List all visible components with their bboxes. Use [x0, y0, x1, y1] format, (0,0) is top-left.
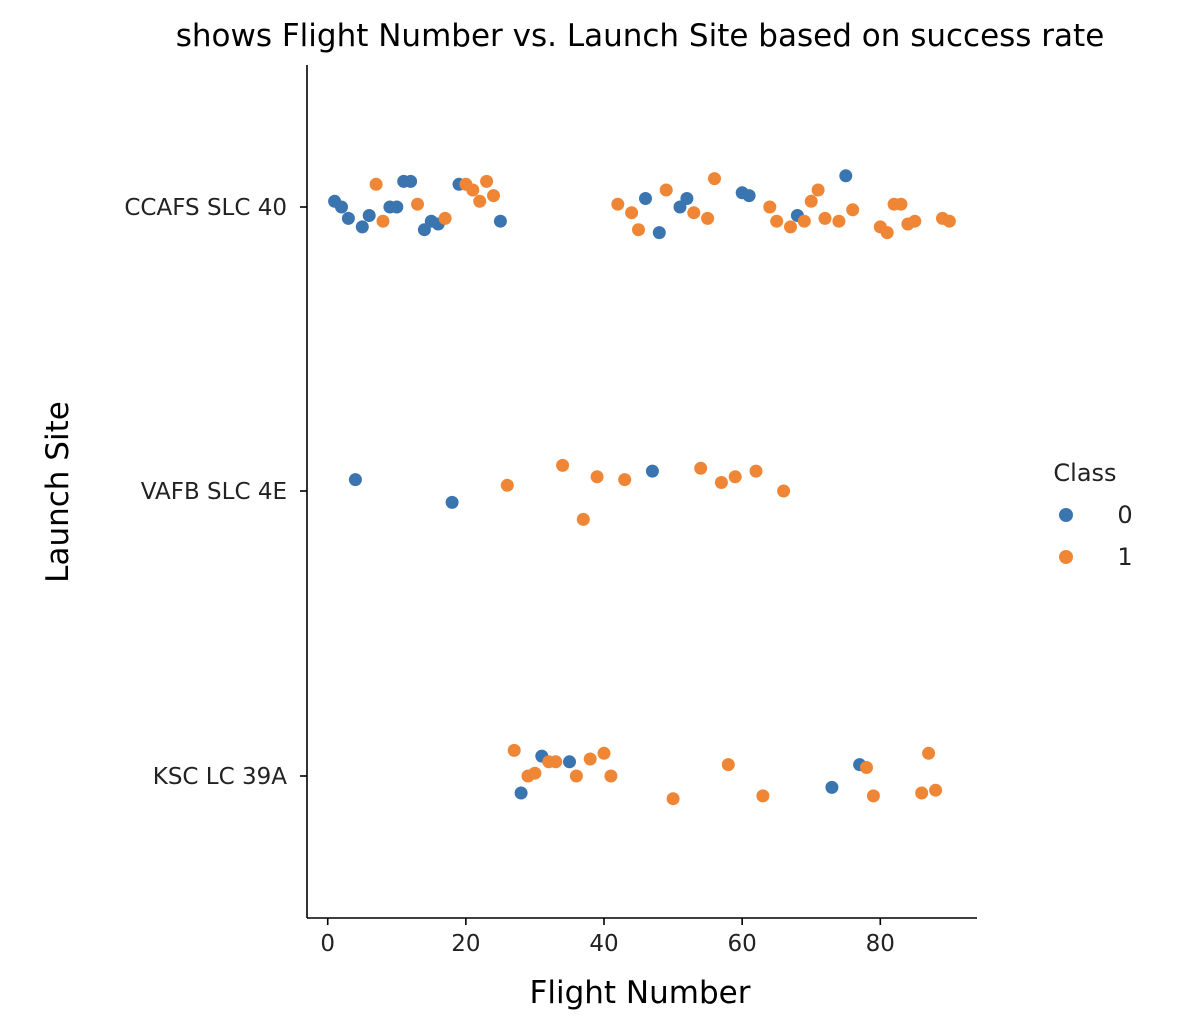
data-point-class-1	[714, 476, 728, 489]
data-point-class-1	[438, 211, 452, 225]
data-point-class-1	[549, 755, 563, 769]
legend: Class 0 1	[1053, 459, 1132, 571]
data-point-class-1	[784, 220, 797, 234]
data-point-class-1	[942, 214, 956, 228]
x-tick-label: 80	[866, 931, 895, 957]
data-point-class-0	[404, 174, 418, 188]
data-points	[328, 169, 956, 806]
data-point-class-1	[763, 200, 777, 214]
data-point-class-1	[770, 214, 784, 228]
data-point-class-1	[846, 203, 860, 217]
data-point-class-1	[597, 746, 611, 760]
data-point-class-1	[487, 189, 500, 203]
data-point-class-1	[625, 206, 639, 220]
data-point-class-1	[922, 746, 936, 760]
data-point-class-1	[411, 197, 424, 211]
data-point-class-1	[915, 786, 929, 800]
legend-title: Class	[1053, 459, 1116, 487]
data-point-class-0	[348, 473, 362, 487]
data-point-class-1	[908, 214, 922, 228]
data-point-class-0	[652, 226, 666, 240]
data-point-class-1	[804, 194, 818, 208]
data-point-class-0	[839, 169, 853, 183]
data-point-class-1	[687, 206, 701, 220]
legend-label-class-1: 1	[1117, 543, 1132, 571]
data-point-class-0	[362, 209, 376, 222]
data-point-class-1	[466, 183, 480, 197]
data-point-class-1	[708, 172, 721, 186]
data-point-class-1	[583, 752, 597, 766]
data-point-class-1	[728, 470, 742, 484]
data-point-class-1	[666, 792, 680, 806]
data-point-class-1	[721, 758, 735, 772]
data-point-class-1	[500, 478, 514, 492]
data-point-class-1	[694, 461, 708, 475]
data-point-class-1	[556, 458, 570, 472]
data-point-class-0	[825, 780, 839, 794]
data-point-class-1	[507, 743, 521, 757]
data-point-class-1	[604, 769, 618, 783]
data-point-class-1	[480, 174, 494, 188]
x-tick-label: 40	[589, 931, 618, 957]
y-tick-label: VAFB SLC 4E	[141, 479, 287, 505]
legend-marker-class-1	[1059, 550, 1073, 564]
data-point-class-1	[866, 789, 880, 803]
y-axis-ticks: CCAFS SLC 40 VAFB SLC 4E KSC LC 39A	[124, 195, 307, 790]
chart-title: shows Flight Number vs. Launch Site base…	[176, 18, 1105, 54]
data-point-class-0	[355, 220, 369, 234]
data-point-class-1	[818, 211, 832, 225]
data-point-class-1	[611, 197, 625, 211]
x-axis-label: Flight Number	[530, 975, 751, 1011]
data-point-class-1	[590, 470, 604, 484]
data-point-class-1	[929, 783, 943, 797]
data-point-class-1	[880, 226, 894, 240]
x-tick-label: 0	[320, 931, 335, 957]
data-point-class-1	[797, 214, 811, 228]
data-point-class-1	[701, 211, 715, 225]
data-point-class-1	[632, 223, 645, 237]
data-point-class-1	[576, 512, 590, 526]
data-point-class-1	[832, 214, 846, 228]
x-tick-label: 60	[728, 931, 757, 957]
data-point-class-1	[749, 464, 763, 478]
data-point-class-0	[680, 192, 694, 205]
y-tick-label: CCAFS SLC 40	[124, 195, 287, 221]
data-point-class-0	[563, 755, 576, 769]
data-point-class-1	[528, 766, 542, 780]
x-axis-ticks: 0 20 40 60 80	[320, 918, 895, 957]
data-point-class-1	[860, 761, 873, 774]
data-point-class-1	[777, 484, 791, 498]
legend-marker-class-0	[1059, 508, 1073, 522]
x-tick-label: 20	[451, 931, 480, 957]
data-point-class-1	[659, 183, 673, 197]
data-point-class-0	[493, 214, 507, 228]
data-point-class-0	[639, 192, 652, 205]
data-point-class-1	[618, 473, 632, 487]
data-point-class-0	[390, 200, 404, 214]
data-point-class-1	[756, 789, 770, 803]
data-point-class-1	[894, 197, 908, 211]
data-point-class-1	[473, 194, 487, 208]
data-point-class-0	[645, 464, 659, 478]
data-point-class-0	[514, 786, 528, 800]
data-point-class-0	[335, 200, 348, 214]
data-point-class-1	[569, 769, 583, 783]
data-point-class-0	[341, 211, 355, 225]
y-axis-label: Launch Site	[40, 401, 76, 583]
data-point-class-0	[742, 189, 756, 203]
data-point-class-1	[369, 177, 383, 191]
data-point-class-0	[445, 495, 459, 509]
y-tick-label: KSC LC 39A	[153, 764, 288, 790]
data-point-class-1	[376, 214, 390, 228]
legend-label-class-0: 0	[1117, 501, 1132, 529]
data-point-class-1	[811, 183, 825, 197]
